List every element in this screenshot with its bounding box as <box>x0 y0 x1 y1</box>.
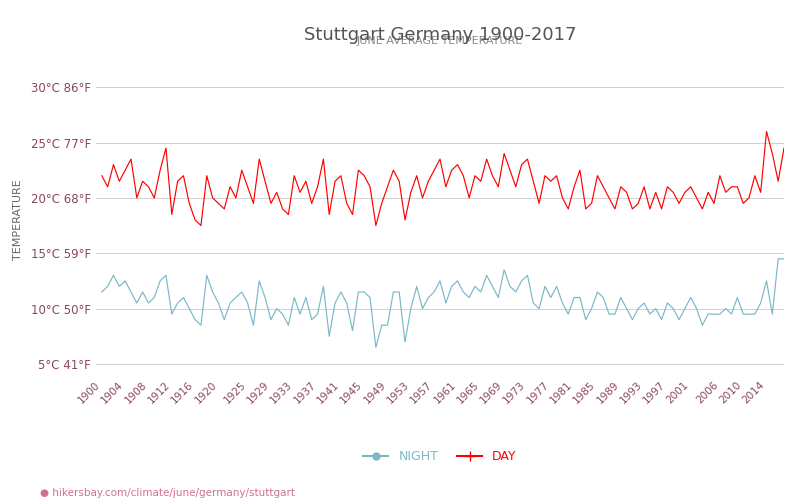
Title: Stuttgart Germany 1900-2017: Stuttgart Germany 1900-2017 <box>304 26 576 44</box>
Legend: NIGHT, DAY: NIGHT, DAY <box>358 445 522 468</box>
Y-axis label: TEMPERATURE: TEMPERATURE <box>13 180 22 260</box>
Text: JUNE AVERAGE TEMPERATURE: JUNE AVERAGE TEMPERATURE <box>357 36 523 46</box>
Text: ● hikersbay.com/climate/june/germany/stuttgart: ● hikersbay.com/climate/june/germany/stu… <box>40 488 295 498</box>
